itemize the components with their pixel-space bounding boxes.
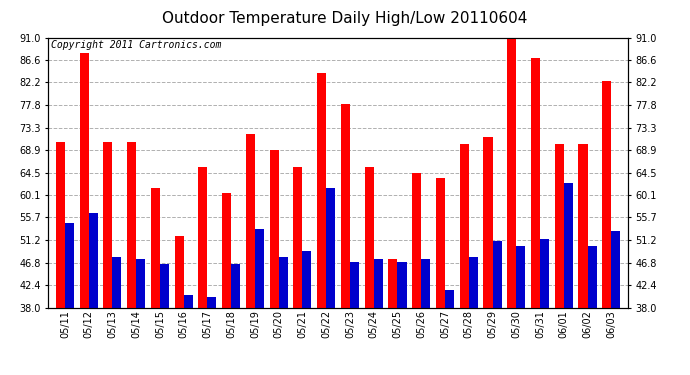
Bar (587, 246, 597, 308)
Bar (326, 188, 335, 308)
Bar (412, 172, 421, 308)
Bar (65, 224, 74, 308)
Bar (104, 142, 112, 308)
Bar (79, 53, 89, 307)
Bar (602, 81, 611, 308)
Bar (208, 297, 217, 307)
Bar (555, 144, 564, 308)
Bar (365, 167, 374, 308)
Bar (531, 58, 540, 308)
Bar (279, 256, 288, 307)
Bar (246, 134, 255, 308)
Bar (469, 256, 477, 307)
Bar (160, 264, 169, 308)
Bar (507, 38, 516, 308)
Text: Outdoor Temperature Daily High/Low 20110604: Outdoor Temperature Daily High/Low 20110… (162, 11, 528, 26)
Bar (222, 193, 231, 308)
Bar (293, 167, 302, 308)
Bar (151, 188, 160, 308)
Bar (175, 236, 184, 308)
Bar (397, 262, 406, 308)
Text: Copyright 2011 Cartronics.com: Copyright 2011 Cartronics.com (51, 40, 221, 50)
Bar (350, 262, 359, 308)
Bar (388, 259, 397, 308)
Bar (89, 213, 98, 308)
Bar (341, 104, 350, 308)
Bar (540, 239, 549, 308)
Bar (374, 259, 383, 308)
Bar (270, 150, 279, 308)
Bar (317, 73, 326, 308)
Bar (255, 228, 264, 308)
Bar (493, 241, 502, 308)
Bar (445, 290, 454, 308)
Bar (184, 295, 193, 307)
Bar (484, 137, 493, 308)
Bar (56, 142, 65, 308)
Bar (127, 142, 136, 308)
Bar (611, 231, 620, 308)
Bar (564, 183, 573, 308)
Bar (302, 252, 311, 308)
Bar (112, 256, 121, 307)
Bar (199, 167, 208, 308)
Bar (436, 178, 445, 308)
Bar (516, 246, 525, 308)
Bar (136, 259, 145, 308)
Bar (231, 264, 240, 308)
Bar (460, 144, 469, 308)
Bar (421, 259, 431, 308)
Bar (578, 144, 587, 308)
